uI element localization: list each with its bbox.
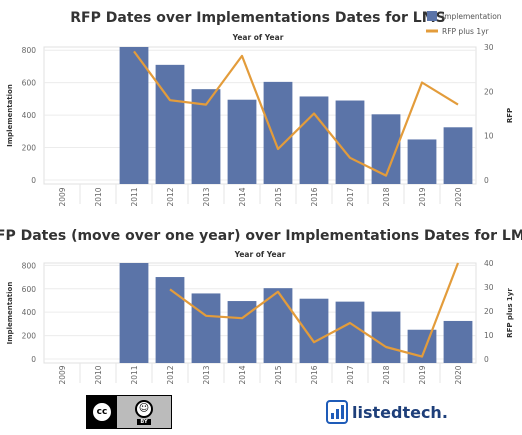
y-tick-label: 600: [22, 285, 37, 294]
y2-axis-label: RFP: [506, 108, 514, 123]
y-tick-label: 200: [22, 332, 37, 341]
y-tick-label: 0: [31, 355, 36, 364]
chart-title: RFP Dates over Implementations Dates for…: [70, 10, 445, 26]
x-tick-label: 2016: [310, 365, 319, 384]
x-tick-label: 2011: [130, 187, 139, 206]
y-axis-label: Implementation: [6, 282, 14, 345]
brand-logo: listedtech.: [326, 400, 448, 424]
chart-title: RFP Dates (move over one year) over Impl…: [0, 228, 522, 244]
bar-2012: [155, 64, 185, 184]
x-tick-label: 2012: [166, 187, 175, 206]
plot-area: [43, 262, 477, 364]
x-tick-label: 2014: [238, 187, 247, 206]
x-tick-label: 2010: [94, 187, 103, 206]
x-tick-label: 2018: [382, 187, 391, 206]
y-tick-label: 200: [22, 144, 37, 153]
x-tick-label: 2016: [310, 187, 319, 206]
x-tick-label: 2013: [202, 365, 211, 384]
bar-chart-icon: [326, 400, 348, 424]
y2-tick-label: 20: [484, 307, 494, 316]
cc-by-license-badge: cc ☺ BY: [86, 395, 172, 429]
bar-2015: [263, 81, 293, 184]
y-tick-label: 600: [22, 79, 37, 88]
bar-2014: [227, 99, 257, 184]
chart-1: RFP Dates over Implementations Dates for…: [6, 10, 514, 207]
cc-label: cc: [96, 407, 108, 417]
by-icon-box: ☺ BY: [117, 396, 171, 428]
y2-tick-label: 0: [484, 355, 489, 364]
bar-2013: [191, 293, 221, 363]
y-tick-label: 400: [22, 308, 37, 317]
y2-axis-label: RFP plus 1yr: [506, 288, 514, 338]
y2-tick-label: 10: [484, 331, 494, 340]
bar-2019: [407, 329, 437, 363]
bar-2020: [443, 127, 473, 184]
x-axis-title: Year of Year: [232, 33, 284, 42]
bar-2016: [299, 96, 329, 184]
x-axis-title: Year of Year: [234, 250, 286, 259]
y-tick-label: 800: [22, 261, 37, 270]
y2-tick-label: 10: [484, 132, 494, 141]
by-label: BY: [137, 418, 151, 425]
chart-2: RFP Dates (move over one year) over Impl…: [0, 228, 522, 385]
x-tick-label: 2019: [418, 187, 427, 206]
x-tick-label: 2017: [346, 365, 355, 384]
x-tick-label: 2015: [274, 365, 283, 384]
y2-tick-label: 40: [484, 259, 494, 268]
x-tick-label: 2015: [274, 187, 283, 206]
bar-2017: [335, 100, 365, 184]
x-tick-label: 2020: [454, 365, 463, 384]
cc-icon: cc: [91, 401, 113, 423]
bar-2017: [335, 301, 365, 363]
bar-2012: [155, 277, 185, 363]
x-tick-label: 2017: [346, 187, 355, 206]
bar-2011: [119, 47, 149, 184]
bar-2011: [119, 263, 149, 363]
bar-2018: [371, 311, 401, 363]
x-tick-label: 2011: [130, 365, 139, 384]
y-tick-label: 400: [22, 111, 37, 120]
person-icon: ☺: [135, 399, 153, 418]
legend-label: Implementation: [442, 12, 502, 21]
y2-tick-label: 30: [484, 43, 494, 52]
x-tick-label: 2018: [382, 365, 391, 384]
cc-icon-box: cc: [87, 396, 117, 428]
brand-name: listedtech.: [352, 402, 448, 422]
bar-2019: [407, 139, 437, 184]
y-tick-label: 0: [31, 176, 36, 185]
x-tick-label: 2010: [94, 365, 103, 384]
bar-2020: [443, 320, 473, 363]
series-line-rfp: [133, 50, 459, 177]
y2-tick-label: 20: [484, 87, 494, 96]
x-tick-label: 2020: [454, 187, 463, 206]
y-axis-label: Implementation: [6, 84, 14, 147]
legend-label: RFP plus 1yr: [442, 27, 490, 36]
legend-swatch-implementation: [427, 11, 437, 21]
y2-tick-label: 30: [484, 283, 494, 292]
x-tick-label: 2009: [58, 365, 67, 384]
charts-canvas: RFP Dates over Implementations Dates for…: [0, 10, 522, 385]
bar-2016: [299, 298, 329, 363]
x-tick-label: 2013: [202, 187, 211, 206]
bar-2015: [263, 288, 293, 363]
x-tick-label: 2009: [58, 187, 67, 206]
x-tick-label: 2019: [418, 365, 427, 384]
legend: Implementation RFP plus 1yr: [426, 11, 502, 36]
y2-tick-label: 0: [484, 176, 489, 185]
x-tick-label: 2012: [166, 365, 175, 384]
y-tick-label: 800: [22, 46, 37, 55]
x-tick-label: 2014: [238, 365, 247, 384]
